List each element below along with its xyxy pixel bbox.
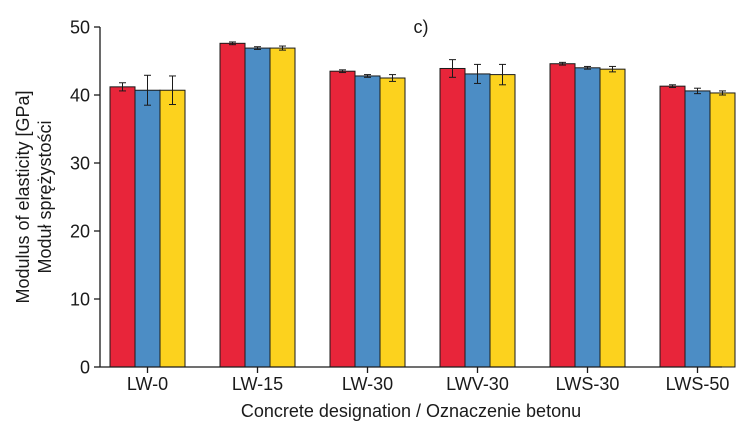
error-bar-LWS-50-series-3 (719, 90, 726, 96)
x-tick-label: LW-30 (342, 374, 393, 394)
bar-LW-0-series-3 (159, 89, 186, 368)
ticks-layer: 0 10 20 30 40 50 LW-0 LW-15 LW-30 LWV-30 LWS-30 LWS… (70, 18, 729, 395)
error-bar-LW-30-series-3 (389, 74, 396, 82)
y-tick-label: 30 (70, 154, 90, 174)
error-bar-LW-0-series-2 (144, 74, 151, 106)
bar-LWS-30-series-1 (549, 63, 576, 368)
bar-LWV-30-series-2 (464, 73, 491, 368)
x-axis-title: Concrete designation / Oznaczenie betonu (241, 401, 581, 421)
error-bar-LW-15-series-1 (229, 41, 236, 46)
y-tick-label: 0 (80, 358, 90, 378)
error-bar-LWS-50-series-1 (669, 84, 676, 89)
bar-LW-15-series-2 (244, 47, 271, 368)
bar-LWV-30-series-1 (439, 67, 466, 368)
error-bar-LW-15-series-2 (254, 46, 261, 50)
bar-LW-30-series-2 (354, 75, 381, 368)
error-bar-LW-0-series-3 (169, 75, 176, 106)
error-bar-LW-30-series-1 (339, 69, 346, 74)
bar-LW-30-series-3 (379, 77, 406, 368)
x-tick-label: LW-0 (127, 374, 168, 394)
error-bar-LWS-30-series-2 (584, 65, 591, 70)
error-bar-LW-0-series-1 (119, 82, 126, 92)
error-bar-LWS-30-series-1 (559, 61, 566, 66)
bar-LWV-30-series-3 (489, 74, 516, 368)
x-tick-label: LWV-30 (446, 374, 509, 394)
error-bar-LWS-50-series-2 (694, 87, 701, 95)
bar-LWS-30-series-3 (599, 68, 626, 368)
error-bar-LWV-30-series-3 (499, 63, 506, 86)
error-bar-LWV-30-series-1 (449, 59, 456, 78)
bar-LW-0-series-2 (134, 89, 161, 368)
error-bar-LW-30-series-2 (364, 74, 371, 78)
x-tick-label: LWS-50 (666, 374, 730, 394)
y-axis-title-line-1: Modulus of elasticity [GPa] (13, 90, 33, 303)
bar-LW-30-series-1 (329, 70, 356, 368)
y-tick-label: 20 (70, 222, 90, 242)
bar-LW-0-series-1 (109, 86, 136, 368)
error-bar-LW-15-series-3 (279, 45, 286, 51)
error-bars-layer (119, 41, 726, 106)
bars-layer (109, 42, 736, 368)
y-tick-label: 40 (70, 86, 90, 106)
bar-LWS-30-series-2 (574, 67, 601, 368)
bar-LWS-50-series-3 (709, 92, 736, 368)
axes-layer (99, 27, 722, 368)
y-tick-label: 50 (70, 18, 90, 38)
panel-label: c) (414, 17, 429, 37)
bar-LWS-50-series-1 (659, 85, 686, 368)
x-tick-label: LWS-30 (556, 374, 620, 394)
error-bar-LWS-30-series-3 (609, 65, 616, 73)
y-tick-label: 10 (70, 290, 90, 310)
bar-LWS-50-series-2 (684, 90, 711, 368)
error-bar-LWV-30-series-2 (474, 63, 481, 84)
y-axis-title-line-2: Moduł sprężystości (35, 120, 55, 273)
x-tick-label: LW-15 (232, 374, 283, 394)
bar-LW-15-series-1 (219, 42, 246, 368)
bar-LW-15-series-3 (269, 47, 296, 368)
